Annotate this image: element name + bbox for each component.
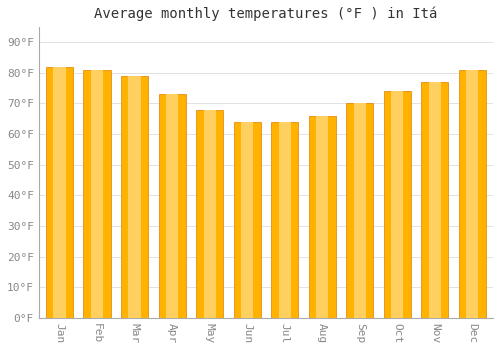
Bar [196,110,223,318]
Bar [429,82,441,318]
Bar [459,70,486,318]
Bar [346,103,374,318]
Title: Average monthly temperatures (°F ) in Itá: Average monthly temperatures (°F ) in It… [94,7,438,21]
Bar [158,94,186,318]
Bar [391,91,404,318]
Bar [241,122,253,318]
Bar [466,70,478,318]
Bar [91,70,103,318]
Bar [234,122,260,318]
Bar [46,66,73,318]
Bar [422,82,448,318]
Bar [384,91,411,318]
Bar [121,76,148,318]
Bar [84,70,110,318]
Bar [271,122,298,318]
Bar [166,94,178,318]
Bar [128,76,140,318]
Bar [54,66,66,318]
Bar [308,116,336,318]
Bar [204,110,216,318]
Bar [278,122,291,318]
Bar [316,116,328,318]
Bar [354,103,366,318]
